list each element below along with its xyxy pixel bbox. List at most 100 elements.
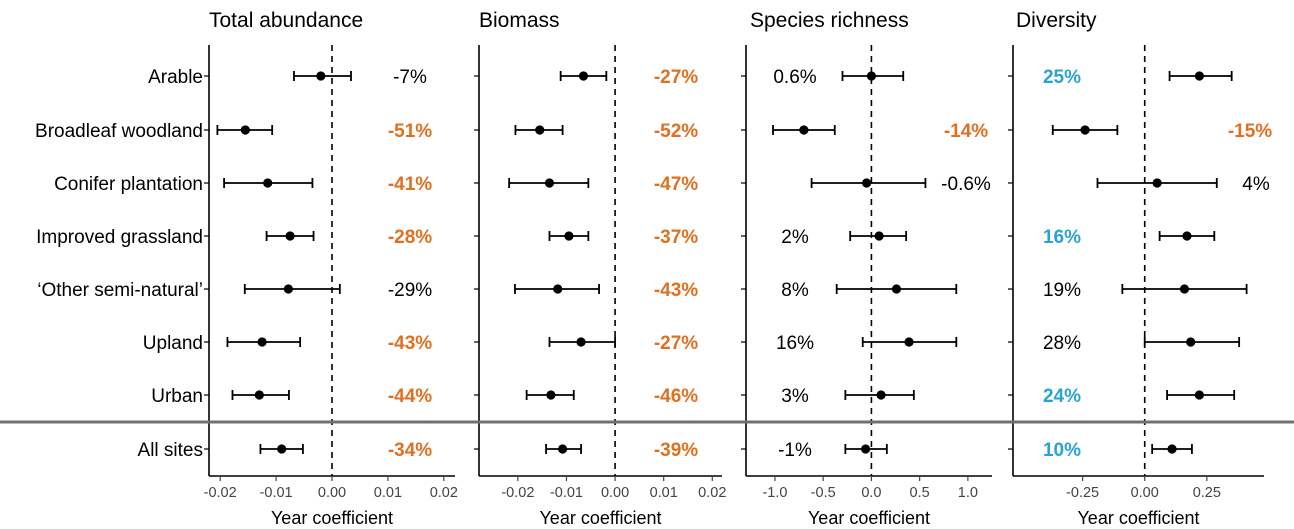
x-tick-label: -0.01 bbox=[260, 485, 293, 501]
x-tick-label: 0.00 bbox=[1131, 485, 1159, 501]
point-estimate bbox=[874, 231, 884, 241]
point-estimate bbox=[1080, 125, 1090, 135]
percent-change-label: 24% bbox=[1043, 386, 1081, 407]
percent-change-label: -51% bbox=[388, 121, 432, 142]
point-estimate bbox=[544, 178, 555, 188]
x-tick-label: 0.02 bbox=[430, 485, 458, 501]
point-estimate bbox=[285, 231, 295, 241]
percent-change-label: 3% bbox=[781, 386, 809, 407]
point-estimate bbox=[1179, 284, 1190, 294]
percent-change-label: -27% bbox=[654, 333, 698, 354]
percent-change-label: 0.6% bbox=[773, 67, 816, 88]
x-tick-label: 0.00 bbox=[318, 485, 346, 501]
row-label-urban: Urban bbox=[151, 386, 203, 407]
percent-change-label: -44% bbox=[388, 386, 432, 407]
percent-change-label: -0.6% bbox=[941, 174, 991, 195]
point-estimate bbox=[240, 125, 250, 135]
percent-change-label: -1% bbox=[778, 440, 812, 461]
point-estimate bbox=[578, 71, 589, 81]
point-estimate bbox=[535, 125, 545, 135]
x-tick-label: 0.0 bbox=[861, 485, 881, 501]
x-tick-label: 0.01 bbox=[650, 485, 678, 501]
row-label-improved-grassland: Improved grassland bbox=[36, 227, 203, 248]
percent-change-label: -43% bbox=[654, 280, 698, 301]
panel-title: Diversity bbox=[1016, 9, 1097, 32]
panel-title: Total abundance bbox=[209, 9, 363, 32]
point-estimate bbox=[576, 337, 586, 347]
row-label-all-sites: All sites bbox=[138, 440, 203, 461]
x-axis-label: Year coefficient bbox=[271, 508, 393, 528]
point-estimate bbox=[564, 231, 574, 241]
point-estimate bbox=[861, 444, 871, 454]
percent-change-label: 10% bbox=[1043, 440, 1081, 461]
x-tick-label: -1.0 bbox=[762, 485, 787, 501]
row-label-arable: Arable bbox=[148, 67, 203, 88]
percent-change-label: -52% bbox=[654, 121, 698, 142]
x-tick-label: 0.01 bbox=[374, 485, 402, 501]
point-estimate bbox=[876, 390, 886, 400]
panel-species-richness: Species richness -1.0 -0.5 0.0 0.5 1.0 Year co… bbox=[741, 9, 992, 528]
x-tick-label: -0.01 bbox=[550, 485, 583, 501]
point-estimate bbox=[316, 71, 326, 81]
point-estimate bbox=[904, 337, 914, 347]
point-estimate bbox=[866, 71, 877, 81]
panel-biomass: Biomass -0.02 -0.01 0.00 0.01 0.02 Year coeffi… bbox=[474, 9, 726, 528]
x-tick-label: -0.02 bbox=[501, 485, 534, 501]
panel-title: Species richness bbox=[750, 9, 909, 32]
percent-change-label: -28% bbox=[388, 227, 432, 248]
percent-change-label: -7% bbox=[393, 67, 427, 88]
percent-change-label: 25% bbox=[1043, 67, 1081, 88]
percent-change-label: 28% bbox=[1043, 333, 1081, 354]
percent-change-label: -29% bbox=[388, 280, 432, 301]
point-estimate bbox=[1194, 71, 1204, 81]
x-tick-label: 0.5 bbox=[910, 485, 930, 501]
point-estimate bbox=[553, 284, 563, 294]
row-label-upland: Upland bbox=[143, 333, 203, 354]
percent-change-label: -27% bbox=[654, 67, 698, 88]
percent-change-label: -37% bbox=[654, 227, 698, 248]
x-axis-label: Year coefficient bbox=[539, 508, 661, 528]
percent-change-label: -46% bbox=[654, 386, 698, 407]
x-axis-label: Year coefficient bbox=[808, 508, 930, 528]
row-labels: Arable Broadleaf woodland Conifer plantati… bbox=[35, 67, 203, 461]
percent-change-label: 4% bbox=[1242, 174, 1270, 195]
point-estimate bbox=[257, 337, 267, 347]
percent-change-label: -39% bbox=[654, 440, 698, 461]
panel-total-abundance: Total abundance -0.02 -0.01 0.00 0.01 0.02 Yea… bbox=[204, 9, 458, 528]
percent-change-label: -43% bbox=[388, 333, 432, 354]
percent-change-label: -41% bbox=[388, 174, 432, 195]
percent-change-label: -15% bbox=[1228, 121, 1272, 142]
point-estimate bbox=[1167, 444, 1177, 454]
x-tick-label: 1.0 bbox=[958, 485, 978, 501]
percent-change-label: 19% bbox=[1043, 280, 1081, 301]
point-estimate bbox=[1186, 337, 1196, 347]
percent-change-label: 16% bbox=[776, 333, 814, 354]
point-estimate bbox=[557, 444, 568, 454]
point-estimate bbox=[891, 284, 902, 294]
percent-change-label: 2% bbox=[781, 227, 809, 248]
percent-change-label: 16% bbox=[1043, 227, 1081, 248]
point-estimate bbox=[861, 178, 872, 188]
point-estimate bbox=[799, 125, 809, 135]
row-label-broadleaf-woodland: Broadleaf woodland bbox=[35, 121, 203, 142]
percent-change-label: -34% bbox=[388, 440, 432, 461]
percent-change-label: -14% bbox=[944, 121, 988, 142]
point-estimate bbox=[1182, 231, 1192, 241]
panels: Total abundance -0.02 -0.01 0.00 0.01 0.02 Yea… bbox=[204, 9, 1273, 528]
row-label-conifer-plantation: Conifer plantation bbox=[54, 174, 203, 195]
x-tick-label: 0.02 bbox=[698, 485, 726, 501]
point-estimate bbox=[1152, 178, 1162, 188]
point-estimate bbox=[283, 284, 293, 294]
point-estimate bbox=[1194, 390, 1204, 400]
point-estimate bbox=[263, 178, 273, 188]
point-estimate bbox=[546, 390, 556, 400]
x-tick-label: 0.25 bbox=[1193, 485, 1221, 501]
x-tick-label: -0.5 bbox=[811, 485, 836, 501]
panel-title: Biomass bbox=[479, 9, 560, 32]
percent-change-label: -47% bbox=[654, 174, 698, 195]
row-label-other-semi-natural: ‘Other semi-natural’ bbox=[37, 280, 203, 301]
x-tick-label: -0.02 bbox=[204, 485, 237, 501]
x-tick-label: -0.25 bbox=[1066, 485, 1099, 501]
percent-change-label: 8% bbox=[781, 280, 809, 301]
